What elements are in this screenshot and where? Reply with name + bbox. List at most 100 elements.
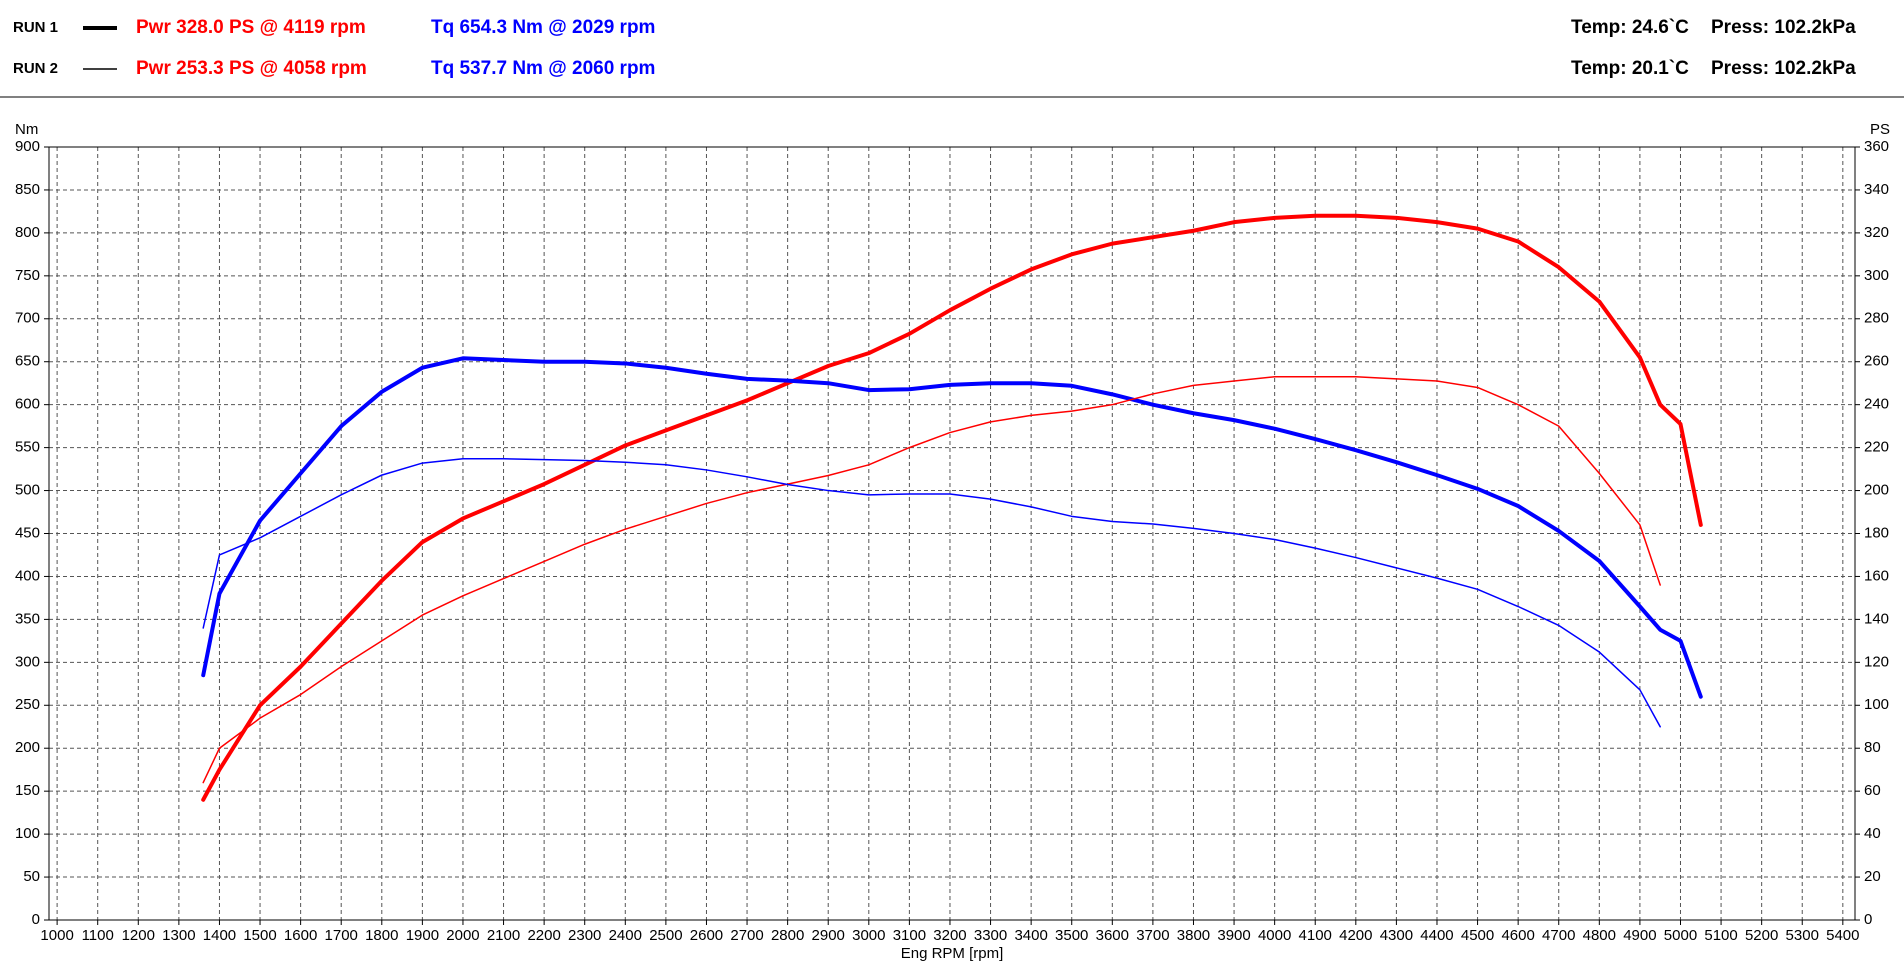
y-tick-label: 100 [15, 825, 40, 842]
y2-tick-label: 60 [1864, 782, 1881, 799]
x-tick-label: 1000 [40, 927, 73, 944]
x-tick-label: 3800 [1177, 927, 1210, 944]
y2-tick-label: 140 [1864, 610, 1889, 627]
temperature: Temp: 20.1`C [1571, 58, 1689, 79]
y2-tick-label: 220 [1864, 439, 1889, 456]
x-tick-label: 2900 [812, 927, 845, 944]
pressure: Press: 102.2kPa [1711, 58, 1856, 79]
x-tick-label: 1300 [162, 927, 195, 944]
y2-tick-label: 320 [1864, 224, 1889, 241]
x-tick-label: 5400 [1826, 927, 1859, 944]
x-tick-label: 2300 [568, 927, 601, 944]
x-tick-label: 4400 [1420, 927, 1453, 944]
data-line [201, 356, 1703, 699]
y-tick-label: 250 [15, 696, 40, 713]
legend-entry: Pwr 253.3 PS @ 4058 rpm [136, 58, 367, 79]
data-line [201, 213, 1703, 802]
temperature: Temp: 24.6`C [1571, 17, 1689, 38]
x-tick-label: 1600 [284, 927, 317, 944]
y2-tick-label: 240 [1864, 396, 1889, 413]
data-line [202, 376, 1661, 784]
x-tick-label: 3500 [1055, 927, 1088, 944]
y-tick-label: 500 [15, 482, 40, 499]
x-tick-label: 1100 [82, 927, 114, 944]
x-tick-label: 4700 [1542, 927, 1575, 944]
y-tick-label: 300 [15, 653, 40, 670]
legend-entry: Tq 654.3 Nm @ 2029 rpm [431, 17, 655, 38]
y-tick-label: 450 [15, 524, 40, 541]
run-label: RUN 1 [13, 19, 58, 36]
x-tick-label: 1200 [122, 927, 155, 944]
y2-tick-label: 360 [1864, 138, 1889, 155]
y-tick-label: 900 [15, 138, 40, 155]
x-axis-title: Eng RPM [rpm] [901, 945, 1004, 962]
x-tick-label: 5300 [1786, 927, 1819, 944]
legend-entry: Tq 537.7 Nm @ 2060 rpm [431, 58, 655, 79]
y2-tick-label: 280 [1864, 310, 1889, 327]
x-tick-label: 1400 [203, 927, 236, 944]
run-label: RUN 2 [13, 60, 58, 77]
x-tick-label: 2600 [690, 927, 723, 944]
x-tick-label: 4100 [1299, 927, 1332, 944]
y-tick-label: 200 [15, 739, 40, 756]
x-tick-label: 4800 [1583, 927, 1616, 944]
x-tick-label: 1800 [365, 927, 398, 944]
y2-axis-title: PS [1870, 121, 1890, 138]
x-tick-label: 2100 [487, 927, 520, 944]
x-tick-label: 3600 [1096, 927, 1129, 944]
y2-tick-label: 340 [1864, 181, 1889, 198]
x-tick-label: 3400 [1014, 927, 1047, 944]
x-tick-label: 3200 [933, 927, 966, 944]
pressure: Press: 102.2kPa [1711, 17, 1856, 38]
x-tick-label: 1500 [243, 927, 276, 944]
x-tick-label: 4200 [1339, 927, 1372, 944]
x-tick-label: 2800 [771, 927, 804, 944]
x-tick-label: 4500 [1461, 927, 1494, 944]
x-tick-label: 1700 [325, 927, 358, 944]
y2-tick-label: 40 [1864, 825, 1881, 842]
y-tick-label: 50 [23, 868, 40, 885]
y2-tick-label: 20 [1864, 868, 1881, 885]
y-tick-label: 150 [15, 782, 40, 799]
y2-tick-label: 120 [1864, 653, 1889, 670]
x-tick-label: 3100 [893, 927, 926, 944]
x-tick-label: 2000 [446, 927, 479, 944]
x-tick-label: 4600 [1501, 927, 1534, 944]
y-tick-label: 650 [15, 353, 40, 370]
plot-frame [48, 146, 1856, 921]
x-tick-label: 1900 [406, 927, 439, 944]
y-tick-label: 700 [15, 310, 40, 327]
x-tick-label: 4300 [1380, 927, 1413, 944]
y2-tick-label: 160 [1864, 567, 1889, 584]
y2-tick-label: 100 [1864, 696, 1889, 713]
x-tick-label: 3000 [852, 927, 885, 944]
x-tick-label: 2400 [609, 927, 642, 944]
y2-tick-label: 180 [1864, 524, 1889, 541]
y-tick-label: 750 [15, 267, 40, 284]
y2-tick-label: 80 [1864, 739, 1881, 756]
x-tick-label: 4900 [1623, 927, 1656, 944]
x-tick-label: 5200 [1745, 927, 1778, 944]
y-tick-label: 0 [32, 911, 40, 928]
y2-tick-label: 0 [1864, 911, 1872, 928]
data-line [202, 458, 1661, 728]
y-tick-label: 550 [15, 439, 40, 456]
x-tick-label: 3900 [1217, 927, 1250, 944]
y2-tick-label: 260 [1864, 353, 1889, 370]
x-tick-label: 2200 [527, 927, 560, 944]
legend-entry: Pwr 328.0 PS @ 4119 rpm [136, 17, 366, 38]
x-tick-label: 2500 [649, 927, 682, 944]
x-tick-label: 2700 [730, 927, 763, 944]
x-tick-label: 5100 [1704, 927, 1737, 944]
y-tick-label: 350 [15, 610, 40, 627]
x-tick-label: 3700 [1136, 927, 1169, 944]
y2-tick-label: 300 [1864, 267, 1889, 284]
y-tick-label: 400 [15, 567, 40, 584]
y2-tick-label: 200 [1864, 482, 1889, 499]
y-tick-label: 600 [15, 396, 40, 413]
y-tick-label: 850 [15, 181, 40, 198]
x-tick-label: 4000 [1258, 927, 1291, 944]
y-tick-label: 800 [15, 224, 40, 241]
y-axis-title: Nm [15, 121, 38, 138]
